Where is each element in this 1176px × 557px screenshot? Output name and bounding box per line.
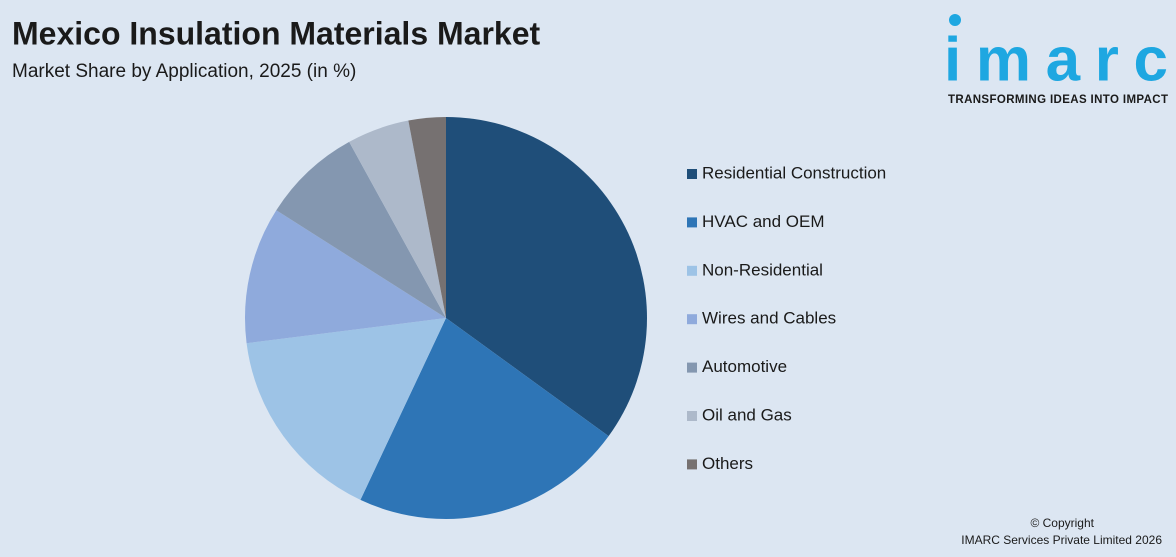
logo: imarc — [944, 25, 1168, 94]
pie-slice — [246, 318, 446, 500]
company: IMARC Services Private Limited 2026 — [961, 533, 1162, 547]
pie-slice — [446, 117, 647, 437]
legend-label: Automotive — [702, 357, 787, 376]
legend-label: Residential Construction — [702, 163, 886, 182]
legend-swatch — [687, 459, 697, 470]
legend-swatch — [687, 169, 697, 179]
legend-label: HVAC and OEM — [702, 212, 825, 231]
legend-swatch — [687, 265, 697, 276]
legend-label: Non-Residential — [702, 260, 823, 279]
legend-label: Others — [702, 454, 753, 473]
chart-title: Mexico Insulation Materials Market — [12, 15, 541, 51]
logo-tagline: TRANSFORMING IDEAS INTO IMPACT — [948, 94, 1168, 106]
pie-slice — [349, 120, 446, 318]
legend-swatch — [687, 411, 697, 421]
legend-label: Oil and Gas — [702, 405, 792, 424]
legend-swatch — [687, 362, 697, 373]
chart-subtitle: Market Share by Application, 2025 (in %) — [12, 61, 356, 82]
pie-slice — [360, 318, 609, 519]
pie-slice — [276, 141, 446, 318]
logo-dot — [949, 14, 961, 26]
pie-slice — [244, 210, 446, 344]
legend-label: Wires and Cables — [702, 309, 836, 328]
legend-swatch — [687, 217, 697, 228]
legend-swatch — [687, 314, 697, 325]
copyright: © Copyright — [1030, 516, 1094, 530]
pie-slice — [408, 117, 446, 318]
